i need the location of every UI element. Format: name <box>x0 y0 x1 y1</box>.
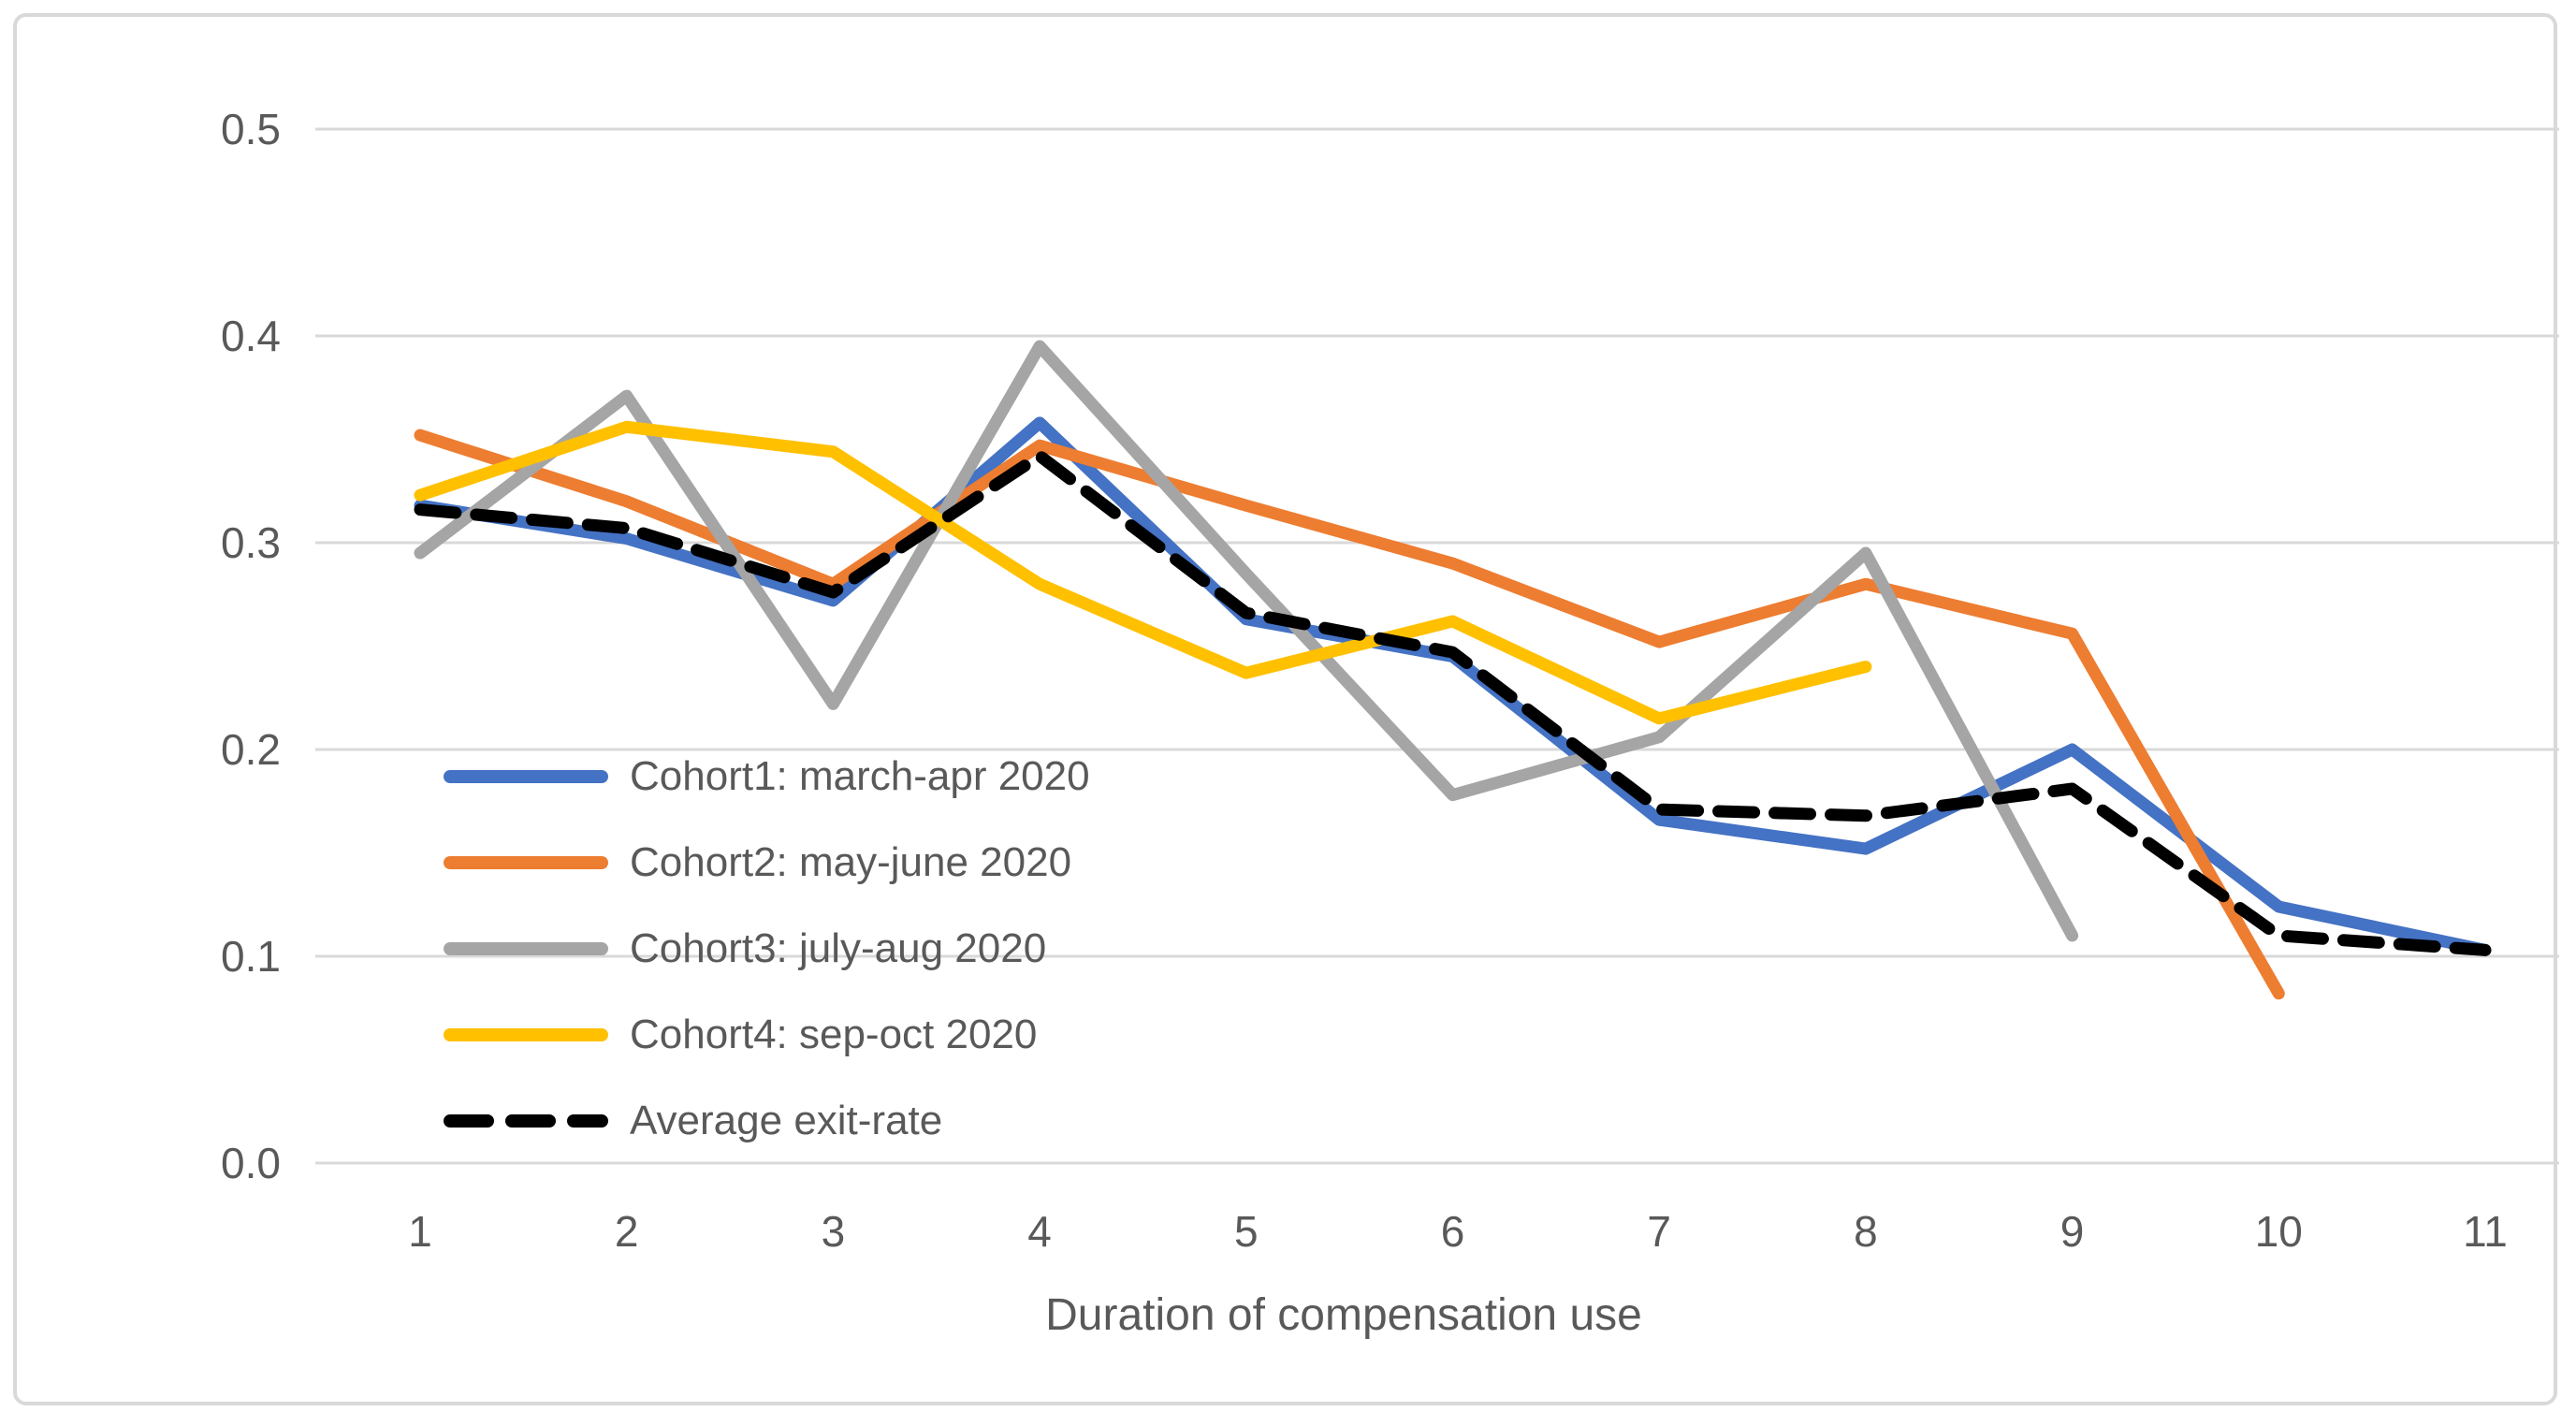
x-tick-label: 9 <box>2060 1207 2085 1256</box>
x-tick-label: 10 <box>2255 1207 2303 1256</box>
series-line-1 <box>414 416 2492 956</box>
y-tick-label: 0.0 <box>221 1139 281 1187</box>
series-line-4 <box>414 420 1872 725</box>
x-tick-label: 3 <box>822 1207 846 1256</box>
series-line-5 <box>414 449 2492 956</box>
x-axis-title: Duration of compensation use <box>1045 1290 1642 1340</box>
y-tick-label: 0.2 <box>221 725 281 774</box>
series-line-3 <box>414 340 2079 942</box>
x-tick-label: 1 <box>408 1207 432 1256</box>
x-tick-label: 2 <box>615 1207 639 1256</box>
x-tick-label: 8 <box>1854 1207 1878 1256</box>
series-line-2 <box>414 429 2285 1000</box>
x-tick-label: 5 <box>1234 1207 1259 1256</box>
x-tick-label: 6 <box>1441 1207 1465 1256</box>
x-tick-label: 4 <box>1027 1207 1052 1256</box>
y-tick-label: 0.5 <box>221 105 281 153</box>
y-tick-label: 0.3 <box>221 518 281 567</box>
y-tick-label: 0.4 <box>221 312 281 360</box>
x-tick-label: 11 <box>2463 1207 2508 1256</box>
x-tick-label: 7 <box>1647 1207 1671 1256</box>
chart-frame <box>13 13 2557 1405</box>
y-tick-label: 0.1 <box>221 932 281 981</box>
